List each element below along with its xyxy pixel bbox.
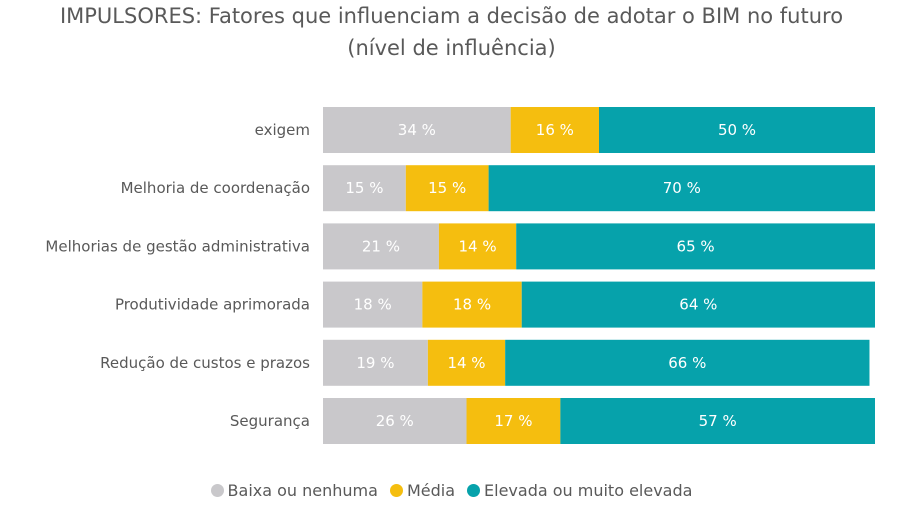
legend-label-baixa: Baixa ou nenhuma (227, 481, 378, 500)
category-label: Melhoria de coordenação (121, 179, 310, 197)
legend-label-elevada: Elevada ou muito elevada (484, 481, 693, 500)
data-label: 65 % (677, 237, 715, 255)
bar-segment (560, 398, 875, 444)
chart-subtitle: (nível de influência) (347, 36, 556, 60)
bar-segment (438, 223, 517, 270)
legend-item-media: Média (389, 481, 456, 500)
bar-segment (510, 107, 599, 153)
data-label: 17 % (494, 412, 532, 430)
category-label: Redução de custos e prazos (100, 354, 310, 372)
data-label: 18 % (453, 296, 491, 314)
chart-title: IMPULSORES: Fatores que influenciam a de… (59, 4, 844, 28)
legend-marker-media (389, 484, 403, 497)
legend-marker-baixa (210, 484, 224, 497)
bar-segment (422, 281, 522, 328)
bar-segment (427, 339, 506, 386)
data-label: 26 % (376, 412, 414, 430)
legend-item-baixa: Baixa ou nenhuma (210, 481, 378, 500)
legend-marker-elevada (467, 484, 481, 497)
category-label: Melhorias de gestão administrativa (45, 237, 310, 255)
bar-segment (466, 398, 561, 444)
bar-segment (323, 107, 511, 153)
bar-segment (323, 281, 423, 328)
data-label: 21 % (362, 237, 400, 255)
bar-segment (405, 165, 489, 212)
data-label: 66 % (668, 354, 706, 372)
data-label: 64 % (679, 296, 717, 314)
bar-segment (323, 165, 406, 212)
data-label: 34 % (398, 121, 436, 139)
bar-segment (505, 339, 870, 386)
chart-legend: Baixa ou nenhuma Média Elevada ou muito … (0, 481, 903, 500)
bar-segment (516, 223, 875, 270)
data-label: 50 % (718, 121, 756, 139)
data-label: 16 % (536, 121, 574, 139)
data-label: 57 % (699, 412, 737, 430)
bar-segment (323, 339, 428, 386)
data-label: 14 % (447, 354, 485, 372)
bar-segment (599, 107, 875, 153)
category-label: Segurança (230, 412, 310, 430)
bar-segment (323, 223, 439, 270)
bar-segment (521, 281, 875, 328)
legend-label-media: Média (406, 481, 456, 500)
data-label: 14 % (459, 237, 497, 255)
stacked-bar-chart: exigem 34 % 16 % 50 % Melhoria de coordenaçã… (45, 107, 875, 444)
data-label: 18 % (354, 296, 392, 314)
category-label: exigem (255, 121, 310, 139)
bar-segment (488, 165, 875, 212)
legend-item-elevada: Elevada ou muito elevada (467, 481, 692, 500)
category-label: Produtividade aprimorada (115, 296, 310, 314)
data-label: 15 % (428, 179, 466, 197)
data-label: 19 % (356, 354, 394, 372)
bar-segment (323, 398, 467, 444)
data-label: 70 % (663, 179, 701, 197)
data-label: 15 % (345, 179, 383, 197)
